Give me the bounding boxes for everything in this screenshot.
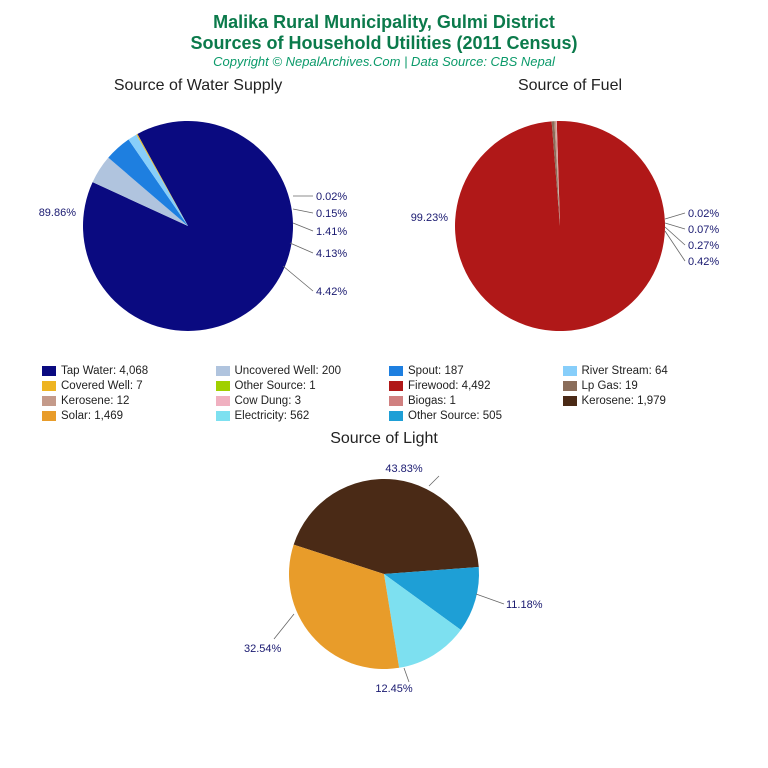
legend-label: Uncovered Well: 200 xyxy=(235,365,342,377)
legend-label: Other Source: 1 xyxy=(235,380,316,392)
legend-label: Electricity: 562 xyxy=(235,410,310,422)
legend-label: Other Source: 505 xyxy=(408,410,502,422)
svg-text:0.07%: 0.07% xyxy=(688,224,719,236)
legend-label: Spout: 187 xyxy=(408,365,464,377)
legend-item: Spout: 187 xyxy=(389,365,553,377)
legend-label: Lp Gas: 19 xyxy=(582,380,638,392)
water-chart-box: Source of Water Supply 89.86% 0.02% 0.15% 1… xyxy=(28,77,368,351)
legend-swatch xyxy=(216,366,230,376)
fuel-chart-box: Source of Fuel 99.23% 0.02% 0.07% 0.27% 0.42… xyxy=(400,77,740,351)
light-chart-title: Source of Light xyxy=(12,430,756,448)
legend-item: Uncovered Well: 200 xyxy=(216,365,380,377)
legend-item: Covered Well: 7 xyxy=(42,380,206,392)
legend-label: Tap Water: 4,068 xyxy=(61,365,148,377)
legend-swatch xyxy=(563,366,577,376)
legend-item: Kerosene: 12 xyxy=(42,395,206,407)
legend-grid: Tap Water: 4,068 Uncovered Well: 200 Spout… xyxy=(42,365,726,422)
legend-item: Cow Dung: 3 xyxy=(216,395,380,407)
copyright-line: Copyright © NepalArchives.Com | Data Sou… xyxy=(12,54,756,69)
legend-item: Tap Water: 4,068 xyxy=(42,365,206,377)
fuel-pie: 99.23% 0.02% 0.07% 0.27% 0.42% xyxy=(400,101,740,351)
legend-swatch xyxy=(216,396,230,406)
legend-item: Biogas: 1 xyxy=(389,395,553,407)
svg-text:43.83%: 43.83% xyxy=(385,463,423,475)
title-line-1: Malika Rural Municipality, Gulmi Distric… xyxy=(12,12,756,33)
legend-swatch xyxy=(563,381,577,391)
legend-label: Kerosene: 1,979 xyxy=(582,395,666,407)
svg-text:12.45%: 12.45% xyxy=(375,683,413,694)
svg-text:89.86%: 89.86% xyxy=(39,207,77,219)
legend-swatch xyxy=(42,411,56,421)
legend-item: Other Source: 505 xyxy=(389,410,553,422)
svg-text:4.42%: 4.42% xyxy=(316,286,347,298)
legend-label: Covered Well: 7 xyxy=(61,380,143,392)
light-chart-box: Source of Light 43.83% 11.18% 12.45% 32.54% xyxy=(12,430,756,694)
legend-label: Biogas: 1 xyxy=(408,395,456,407)
svg-text:0.42%: 0.42% xyxy=(688,256,719,268)
svg-text:4.13%: 4.13% xyxy=(316,248,347,260)
legend-swatch xyxy=(563,396,577,406)
water-chart-title: Source of Water Supply xyxy=(28,77,368,95)
top-charts-row: Source of Water Supply 89.86% 0.02% 0.15% 1… xyxy=(12,77,756,351)
legend-swatch xyxy=(42,366,56,376)
legend-swatch xyxy=(42,381,56,391)
svg-text:32.54%: 32.54% xyxy=(244,643,282,655)
svg-text:99.23%: 99.23% xyxy=(411,212,449,224)
fuel-chart-title: Source of Fuel xyxy=(400,77,740,95)
legend-label: Firewood: 4,492 xyxy=(408,380,490,392)
light-pie: 43.83% 11.18% 12.45% 32.54% xyxy=(204,454,564,694)
water-pie: 89.86% 0.02% 0.15% 1.41% 4.13% 4.42% xyxy=(28,101,368,351)
legend-swatch xyxy=(389,366,403,376)
legend-item: Kerosene: 1,979 xyxy=(563,395,727,407)
legend-swatch xyxy=(389,411,403,421)
legend-item: Firewood: 4,492 xyxy=(389,380,553,392)
legend-swatch xyxy=(389,396,403,406)
legend-swatch xyxy=(216,381,230,391)
legend-label: River Stream: 64 xyxy=(582,365,668,377)
legend-swatch xyxy=(389,381,403,391)
svg-text:0.02%: 0.02% xyxy=(316,191,347,203)
legend-label: Solar: 1,469 xyxy=(61,410,123,422)
header-block: Malika Rural Municipality, Gulmi Distric… xyxy=(12,12,756,69)
legend-item: Lp Gas: 19 xyxy=(563,380,727,392)
svg-text:0.27%: 0.27% xyxy=(688,240,719,252)
legend-item: Solar: 1,469 xyxy=(42,410,206,422)
legend-label: Kerosene: 12 xyxy=(61,395,129,407)
legend-item: Other Source: 1 xyxy=(216,380,380,392)
legend-swatch xyxy=(216,411,230,421)
svg-text:0.02%: 0.02% xyxy=(688,208,719,220)
legend-item: River Stream: 64 xyxy=(563,365,727,377)
svg-text:0.15%: 0.15% xyxy=(316,208,347,220)
svg-text:11.18%: 11.18% xyxy=(506,599,543,611)
legend-swatch xyxy=(42,396,56,406)
legend-label: Cow Dung: 3 xyxy=(235,395,301,407)
svg-text:1.41%: 1.41% xyxy=(316,226,347,238)
legend-item: Electricity: 562 xyxy=(216,410,380,422)
title-line-2: Sources of Household Utilities (2011 Cen… xyxy=(12,33,756,54)
